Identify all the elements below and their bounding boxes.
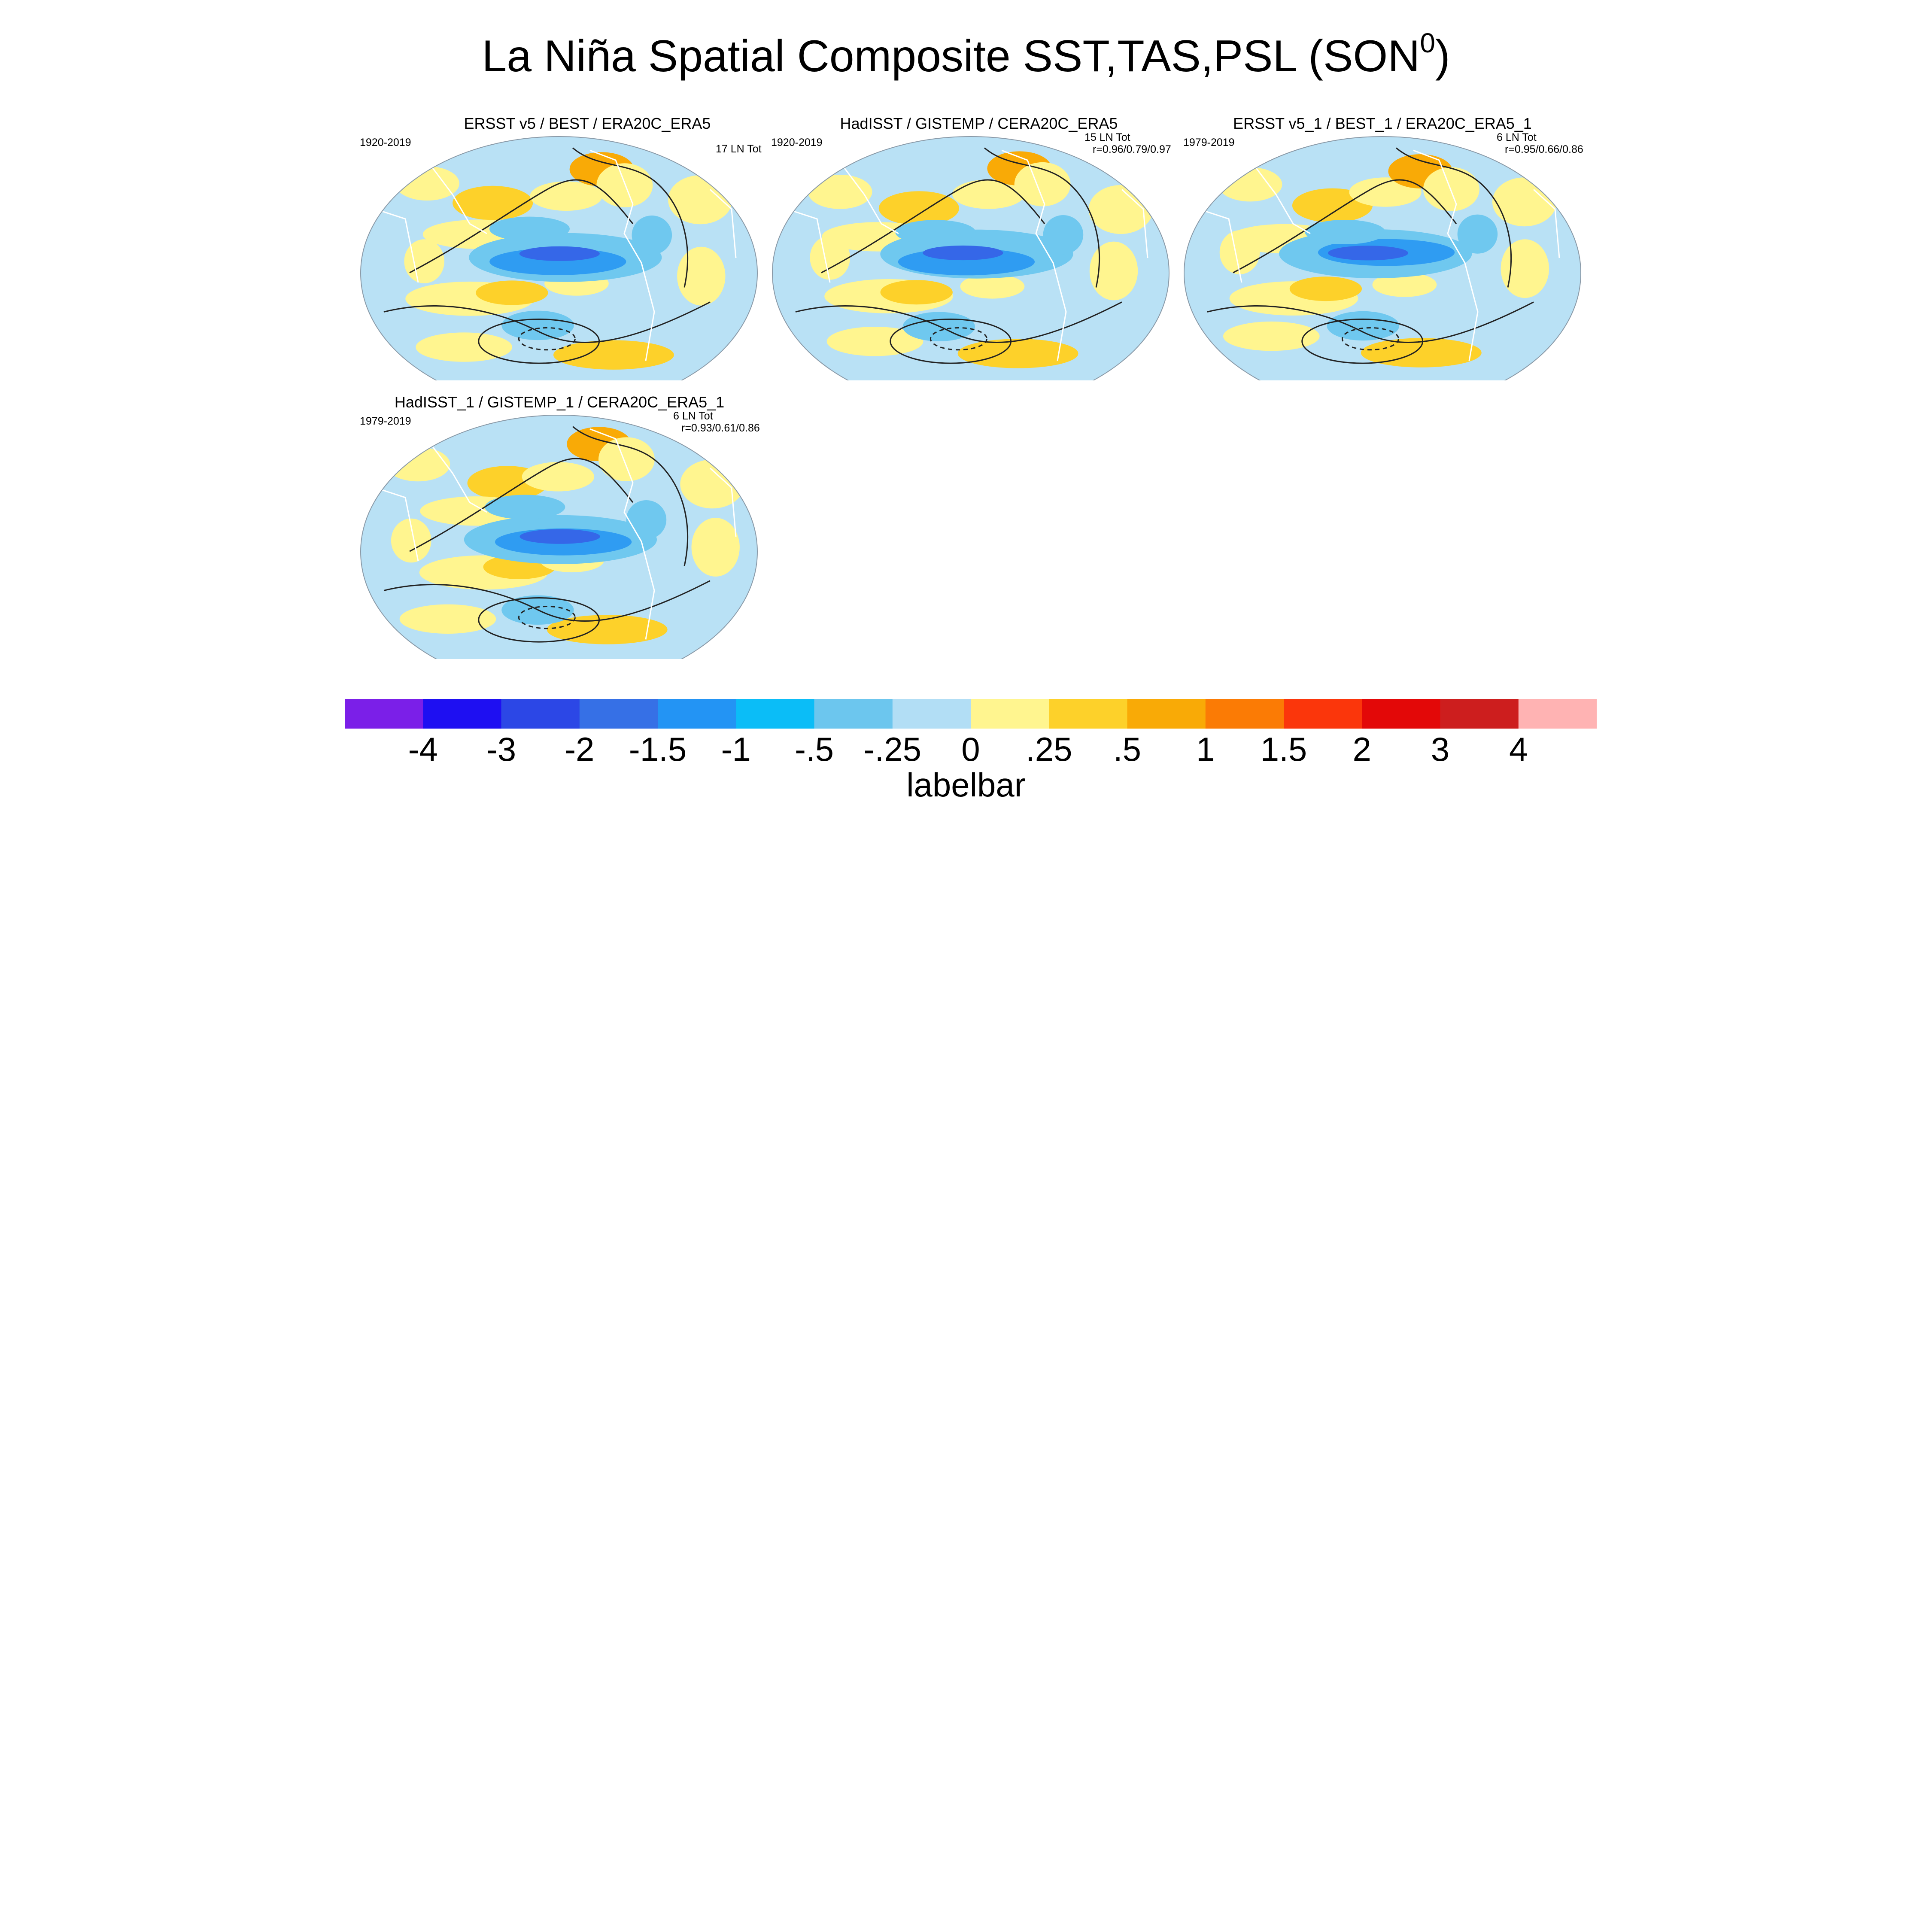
labelbar-tick-label: -1.5 xyxy=(629,730,687,768)
sst-anomaly-field xyxy=(361,415,757,659)
panel-1-title: ERSST v5 / BEST / ERA20C_ERA5 xyxy=(464,115,711,132)
panel-4-count: 6 LN Tot xyxy=(673,410,713,422)
panel-1-count: 17 LN Tot xyxy=(716,143,762,155)
labelbar-tick-label: -.25 xyxy=(863,730,921,768)
psl-contours xyxy=(383,426,711,643)
labelbar xyxy=(345,699,1597,729)
panel-3-period: 1979-2019 xyxy=(1183,137,1235,149)
labelbar-box xyxy=(814,699,893,729)
panel-3-corr: r=0.95/0.66/0.86 xyxy=(1505,143,1583,155)
labelbar-box xyxy=(579,699,658,729)
labelbar-box xyxy=(1205,699,1284,729)
labelbar-tick-label: 4 xyxy=(1509,730,1528,768)
labelbar-tick-label: -1 xyxy=(721,730,751,768)
coastlines xyxy=(375,428,737,640)
panel-2-corr: r=0.96/0.79/0.97 xyxy=(1093,143,1171,155)
coastlines xyxy=(375,149,737,361)
labelbar-tick-label: -4 xyxy=(408,730,438,768)
labelbar-tick-label: 1.5 xyxy=(1260,730,1307,768)
labelbar-box xyxy=(345,699,423,729)
labelbar-tick-label: 1 xyxy=(1196,730,1215,768)
panel-3-map xyxy=(1184,136,1581,380)
map-frame xyxy=(1184,136,1581,380)
map-frame xyxy=(360,136,758,380)
coastlines xyxy=(787,149,1148,361)
labelbar-box xyxy=(1284,699,1362,729)
labelbar-tick-label: 0 xyxy=(961,730,980,768)
labelbar-tick-label: -.5 xyxy=(794,730,834,768)
labelbar-title: labelbar xyxy=(906,766,1026,804)
labelbar-box xyxy=(1440,699,1519,729)
map-frame xyxy=(772,136,1170,380)
labelbar-box xyxy=(971,699,1049,729)
psl-contours xyxy=(795,147,1122,364)
psl-contours xyxy=(1207,147,1534,364)
panel-2-map xyxy=(772,136,1170,380)
labelbar-tick-label: -2 xyxy=(565,730,595,768)
labelbar-tick-label: -3 xyxy=(486,730,516,768)
labelbar-box xyxy=(1049,699,1128,729)
panel-4-period: 1979-2019 xyxy=(360,415,411,427)
map-frame xyxy=(360,415,758,659)
psl-contours xyxy=(383,147,711,364)
labelbar-tick-label: 3 xyxy=(1431,730,1450,768)
figure-title: La Niña Spatial Composite SST,TAS,PSL (S… xyxy=(0,28,1932,84)
labelbar-box xyxy=(501,699,580,729)
sst-anomaly-field xyxy=(1184,137,1581,380)
panel-1-map xyxy=(360,136,758,380)
labelbar-tick-label: .25 xyxy=(1026,730,1072,768)
labelbar-box xyxy=(1518,699,1597,729)
panel-3-count: 6 LN Tot xyxy=(1497,131,1537,143)
panel-2-period: 1920-2019 xyxy=(771,137,823,149)
title-superscript: 0 xyxy=(1420,27,1435,58)
labelbar-box xyxy=(1127,699,1206,729)
sst-anomaly-field xyxy=(772,137,1169,380)
labelbar-tick-label: 2 xyxy=(1352,730,1371,768)
labelbar-tick-label: .5 xyxy=(1113,730,1142,768)
labelbar-box xyxy=(658,699,736,729)
panel-2-title: HadISST / GISTEMP / CERA20C_ERA5 xyxy=(840,115,1118,132)
title-text: La Niña Spatial Composite SST,TAS,PSL (S… xyxy=(482,31,1420,81)
labelbar-box xyxy=(423,699,502,729)
labelbar-box xyxy=(1362,699,1441,729)
panel-2-count: 15 LN Tot xyxy=(1084,131,1130,143)
panel-4-corr: r=0.93/0.61/0.86 xyxy=(681,422,760,434)
panel-4-map xyxy=(360,415,758,659)
labelbar-box xyxy=(736,699,815,729)
panel-1-period: 1920-2019 xyxy=(360,137,411,149)
panel-4-title: HadISST_1 / GISTEMP_1 / CERA20C_ERA5_1 xyxy=(394,393,725,411)
coastlines xyxy=(1198,149,1560,361)
labelbar-box xyxy=(892,699,971,729)
title-close: ) xyxy=(1435,31,1450,81)
sst-anomaly-field xyxy=(361,137,757,380)
panel-3-title: ERSST v5_1 / BEST_1 / ERA20C_ERA5_1 xyxy=(1233,115,1532,132)
